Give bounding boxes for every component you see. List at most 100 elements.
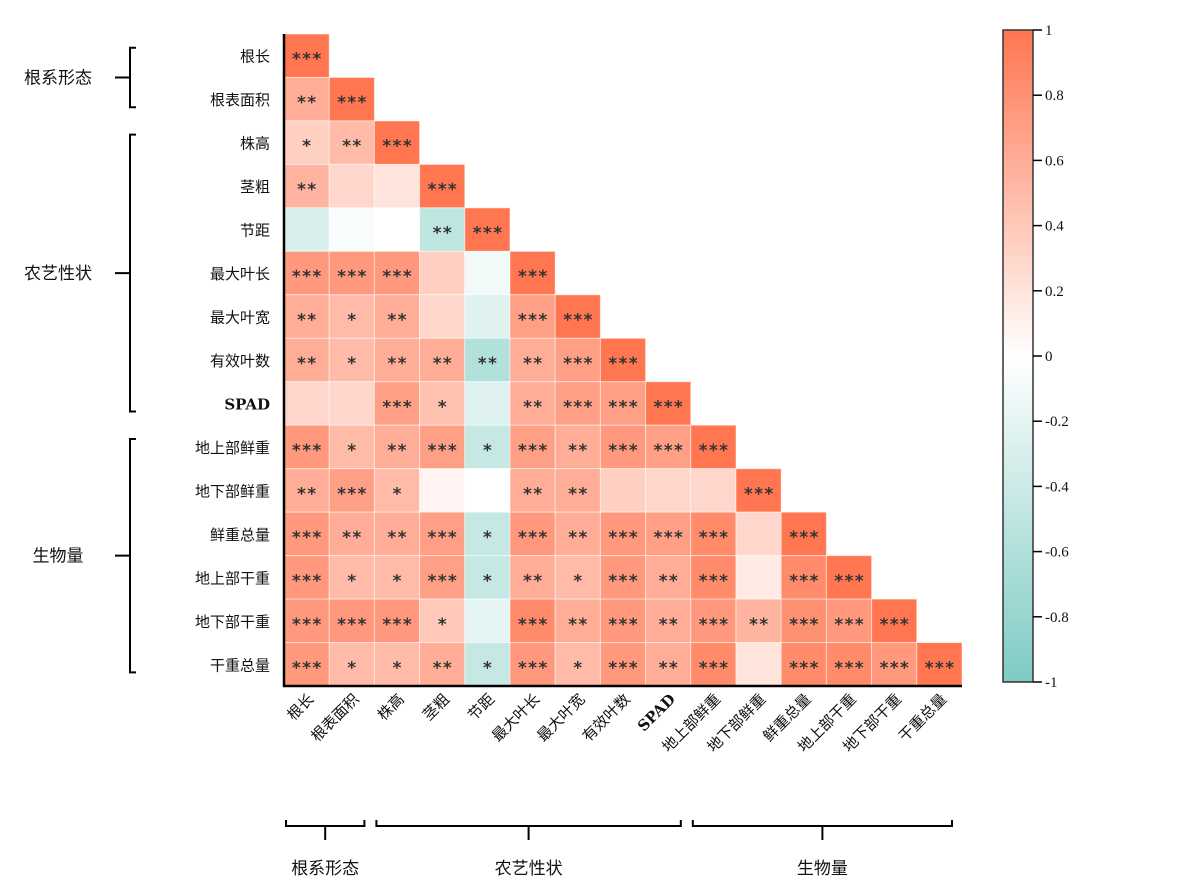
colorbar-tick-label: 0.8 xyxy=(1045,88,1064,104)
heatmap-cell xyxy=(328,163,375,209)
heatmap-cell xyxy=(419,381,466,426)
row-label: 根长 xyxy=(240,48,270,66)
row-label: 有效叶数 xyxy=(210,352,270,370)
column-group-bracket xyxy=(375,820,682,840)
row-label: 节距 xyxy=(240,222,270,240)
significance-label: ** xyxy=(522,354,542,374)
heatmap-cell xyxy=(328,294,375,339)
column-label: 根表面积 xyxy=(307,690,362,745)
heatmap-cell xyxy=(419,294,466,339)
heatmap-cell xyxy=(464,511,511,557)
significance-label: ** xyxy=(568,615,588,635)
colorbar-tick-label: 0.4 xyxy=(1045,219,1064,235)
row-label: 鲜重总量 xyxy=(210,526,270,544)
significance-label: *** xyxy=(291,528,322,548)
colorbar-tick-label: 0.2 xyxy=(1045,284,1064,300)
column-group-bracket xyxy=(691,820,953,840)
heatmap-cell xyxy=(283,337,330,383)
significance-label: * xyxy=(347,354,357,374)
significance-label: *** xyxy=(427,571,458,591)
significance-label: *** xyxy=(336,615,367,635)
significance-label: *** xyxy=(653,397,684,417)
significance-label: *** xyxy=(608,658,639,678)
significance-label: * xyxy=(347,311,357,331)
heatmap-cell xyxy=(645,468,692,513)
significance-label: *** xyxy=(879,615,910,635)
colorbar-tick-label: -0.4 xyxy=(1045,479,1069,495)
significance-label: *** xyxy=(336,93,367,113)
significance-label: * xyxy=(392,571,402,591)
significance-label: * xyxy=(482,658,492,678)
significance-label: ** xyxy=(296,93,316,113)
significance-label: ** xyxy=(477,354,497,374)
significance-label: ** xyxy=(748,615,768,635)
heatmap-cell xyxy=(509,250,556,296)
colorbar-tick-label: 0 xyxy=(1045,349,1053,365)
significance-label: *** xyxy=(382,267,413,287)
heatmap-cell xyxy=(554,555,601,600)
heatmap-cell xyxy=(328,511,375,557)
heatmap-cell xyxy=(690,511,737,557)
heatmap-cell xyxy=(328,642,375,687)
significance-label: ** xyxy=(296,354,316,374)
heatmap-cell xyxy=(916,642,963,687)
significance-label: ** xyxy=(658,658,678,678)
significance-label: *** xyxy=(879,658,910,678)
significance-label: * xyxy=(482,441,492,461)
heatmap-cell xyxy=(373,381,421,426)
column-label: 有效叶数 xyxy=(579,690,634,745)
heatmap-cell xyxy=(283,598,330,644)
significance-label: * xyxy=(392,658,402,678)
significance-label: *** xyxy=(291,267,322,287)
significance-label: ** xyxy=(296,311,316,331)
significance-label: * xyxy=(347,658,357,678)
significance-label: * xyxy=(437,615,447,635)
colorbar-tick-label: 1 xyxy=(1045,23,1053,39)
row-group-bracket xyxy=(115,437,136,674)
row-label: 根表面积 xyxy=(210,91,270,109)
heatmap-cell xyxy=(373,207,421,252)
column-label: 最大叶宽 xyxy=(533,690,588,745)
heatmap-cell xyxy=(373,598,421,644)
row-label: SPAD xyxy=(224,395,270,413)
significance-label: ** xyxy=(522,484,542,504)
heatmap-cell xyxy=(328,207,375,252)
heatmap-cell xyxy=(509,598,556,644)
significance-label: *** xyxy=(562,311,593,331)
heatmap-cell xyxy=(871,598,918,644)
row-group-label: 根系形态 xyxy=(24,68,92,88)
heatmap-cell xyxy=(599,337,647,383)
significance-label: ** xyxy=(432,354,452,374)
significance-label: * xyxy=(347,441,357,461)
significance-label: *** xyxy=(427,441,458,461)
heatmap-cell xyxy=(735,642,782,687)
heatmap-cell xyxy=(554,381,601,426)
heatmap-cell xyxy=(554,294,601,339)
heatmap-cell xyxy=(373,120,421,165)
significance-label: *** xyxy=(698,658,729,678)
significance-label: *** xyxy=(517,615,548,635)
column-label: 节距 xyxy=(464,690,498,724)
heatmap-cell xyxy=(735,555,782,600)
significance-label: *** xyxy=(517,267,548,287)
significance-label: *** xyxy=(653,528,684,548)
heatmap-cell xyxy=(373,294,421,339)
heatmap-cell xyxy=(645,424,692,470)
heatmap-cell xyxy=(419,337,466,383)
significance-label: ** xyxy=(522,571,542,591)
significance-label: *** xyxy=(517,441,548,461)
significance-label: *** xyxy=(608,354,639,374)
significance-label: *** xyxy=(336,267,367,287)
heatmap-cell xyxy=(509,511,556,557)
heatmap-cell xyxy=(690,642,737,687)
row-group-bracket xyxy=(115,133,136,413)
heatmap-cell xyxy=(419,598,466,644)
heatmap-cell xyxy=(554,468,601,513)
row-label: 地上部鲜重 xyxy=(195,439,270,457)
heatmap-cell xyxy=(373,642,421,687)
significance-label: *** xyxy=(608,615,639,635)
heatmap-cell xyxy=(464,294,511,339)
heatmap-cell xyxy=(283,33,330,78)
significance-label: *** xyxy=(698,528,729,548)
heatmap-cell xyxy=(509,294,556,339)
